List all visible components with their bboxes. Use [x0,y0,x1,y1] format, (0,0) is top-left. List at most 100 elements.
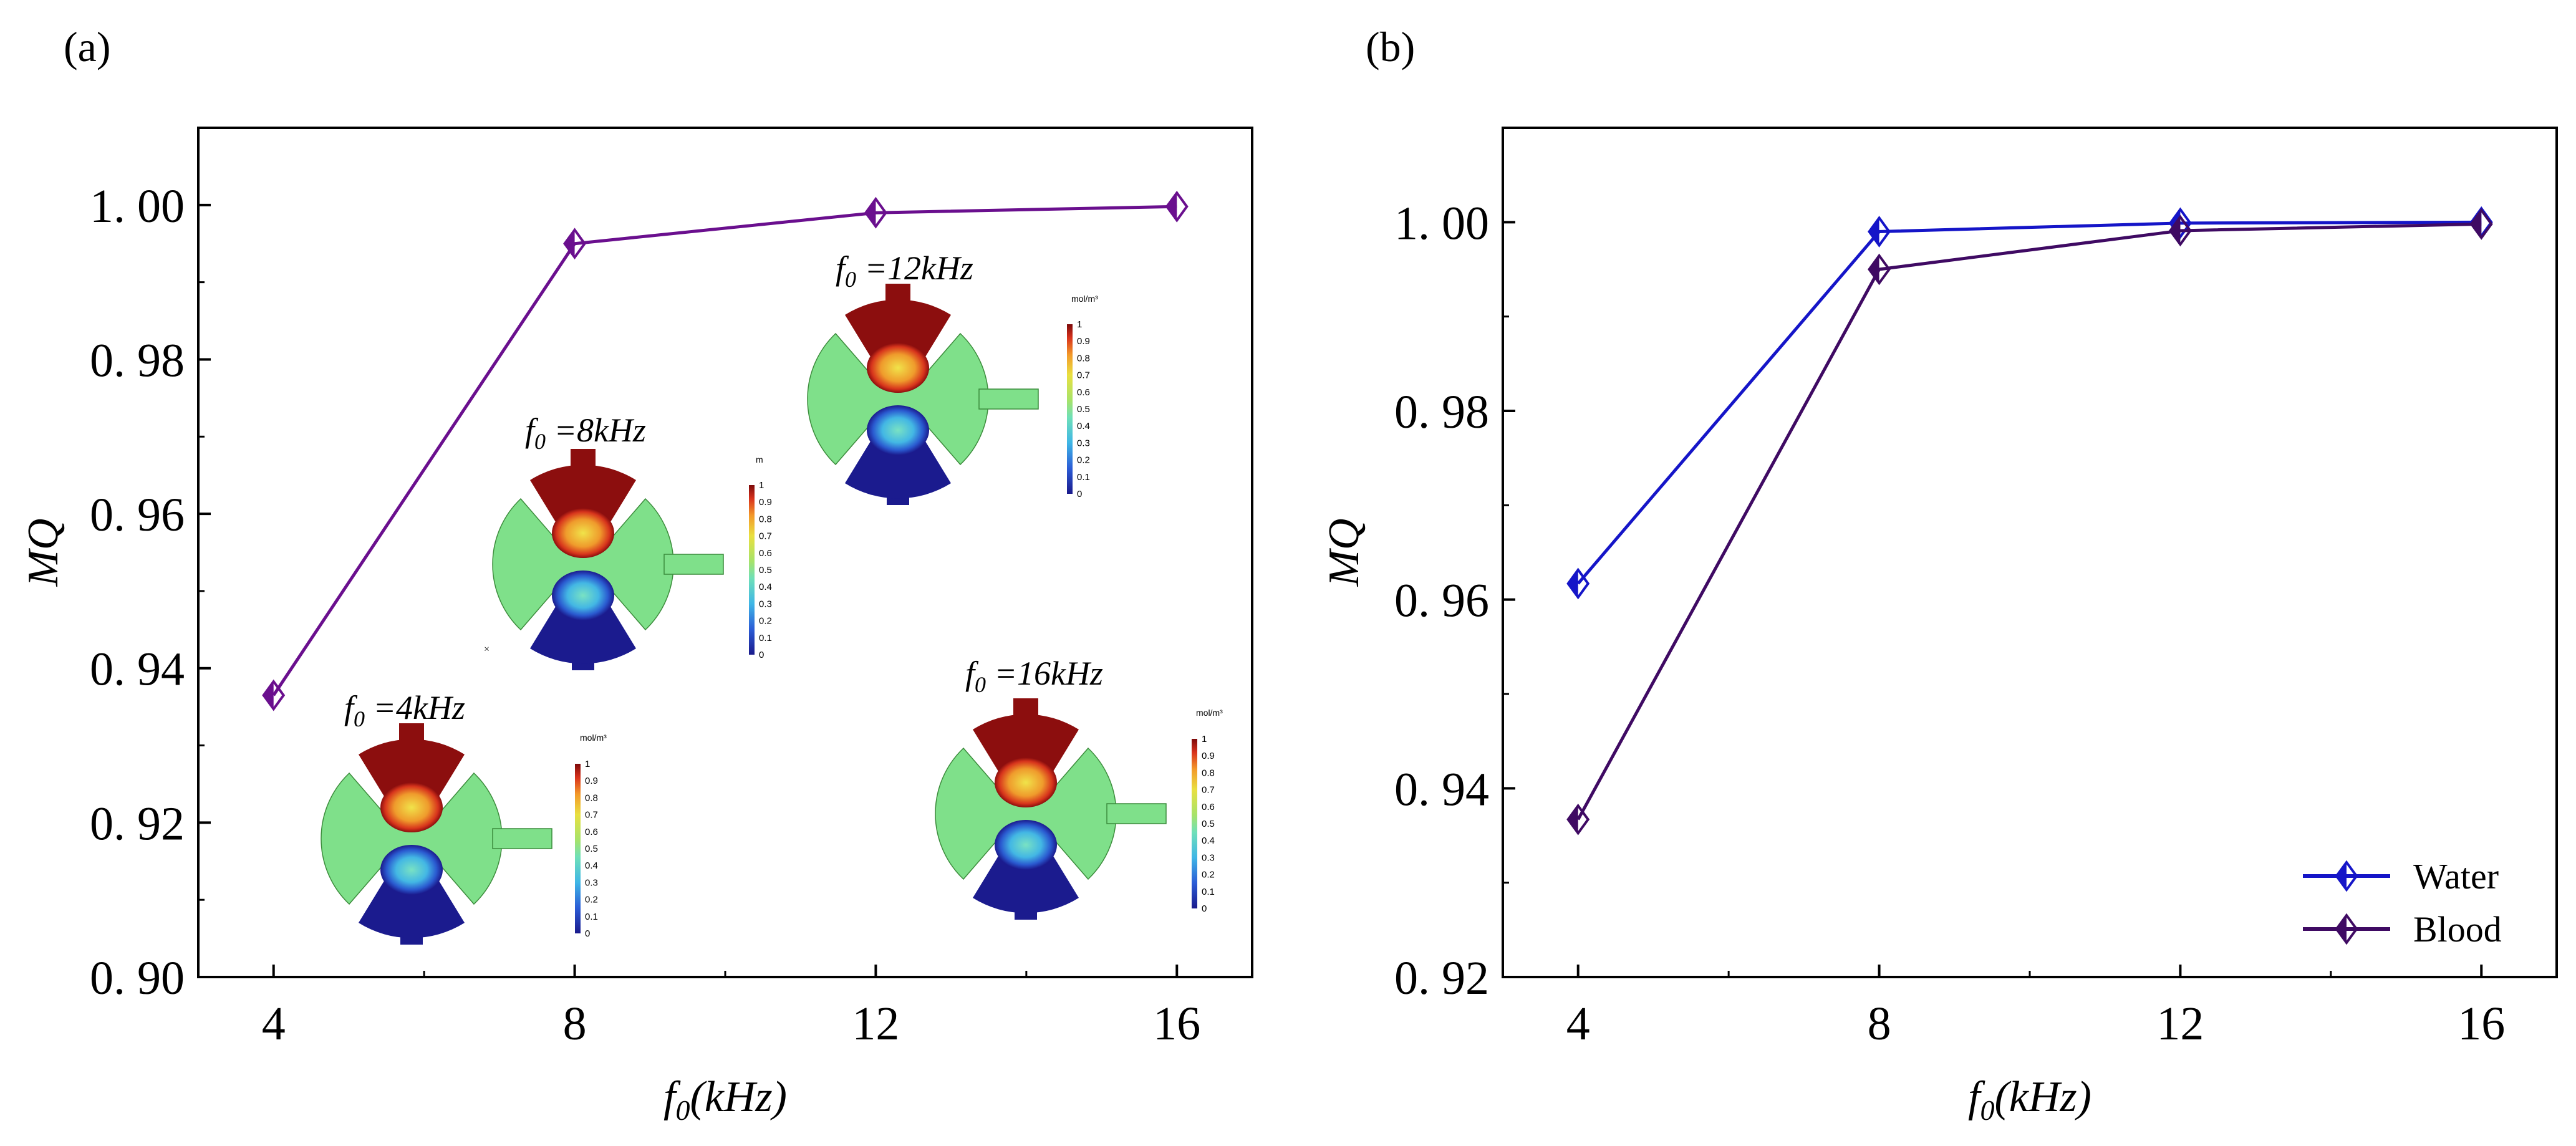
colorbar-tick-label: 0.7 [1202,785,1215,796]
x-tick-label: 16 [1153,998,1200,1050]
colorbar-tick-label: 0.5 [759,565,772,575]
colorbar-tick-label: 0.6 [585,827,598,837]
x-tick-label: 8 [1868,998,1891,1050]
data-point-mq-12 [864,196,887,229]
colorbar-tick-label: 0.8 [1077,353,1090,364]
y-tick-label: 0. 92 [90,797,185,850]
panel-a-chart: 4 8 12 16 0. 90 0. 92 0. 94 0. 96 0. 98 1. 00 mo… [19,127,1253,1126]
y-axis-label-a: MQ [19,519,67,587]
legend-label-water: Water [2413,856,2499,897]
colorbar-tick-label: 0.5 [1202,819,1215,829]
colorbar-tick-label: 0.4 [759,582,772,592]
colorbar-tick-label: 0.9 [759,497,772,508]
colorbar-8khz [749,485,755,655]
panel-a-label: (a) [64,23,110,70]
colorbar-tick-label: 0.3 [1077,438,1090,448]
tick-marks-a [198,203,1179,978]
y-tick-label: 0. 98 [1394,386,1489,438]
colorbar-unit-12khz: mol/m³ [1071,294,1098,304]
x-axis-label-b: f0(kHz) [1968,1073,2091,1126]
colorbar-tick-label: 0.5 [585,844,598,854]
colorbar-tick-label: 0 [585,928,590,939]
y-tick-label: 0. 90 [90,952,185,1004]
legend: Water Blood [2303,856,2502,950]
colorbar-tick-label: 0.7 [1077,370,1090,381]
inset-title-12khz: f0 =12kHz [836,249,973,292]
legend-marker-blood [2335,913,2358,945]
colorbar-tick-label: 0.2 [1077,455,1090,466]
colorbar-tick-label: 0.4 [1202,835,1215,846]
y-tick-label: 0. 96 [90,489,185,541]
data-point-blood-8 [1868,253,1891,286]
colorbar-tick-label: 0.9 [585,776,598,786]
inset-title-8khz: f0 =8kHz [525,412,646,454]
series-line-mq [272,205,1177,696]
x-tick-label: 4 [1566,998,1590,1050]
colorbar-tick-label: 0.2 [585,895,598,905]
colorbar-tick-label: 0.1 [759,633,772,643]
colorbar-12khz [1067,324,1073,494]
colorbar-tick-label: 0.6 [1202,802,1215,812]
legend-entry-blood: Blood [2303,909,2502,950]
colorbar-tick-label: 0.7 [585,810,598,821]
x-axis-label-a: f0(kHz) [663,1073,787,1126]
data-point-blood-4 [1566,803,1590,835]
data-point-mq-16 [1165,190,1189,223]
inset-16khz: mol/m³ f0 =16kHz 1 0.9 0.8 0.7 0.6 0.5 0.4 0.3 0… [935,655,1223,920]
data-point-blood-12 [2168,214,2192,247]
data-point-mq-4 [262,679,286,711]
y-tick-label: 1. 00 [1394,197,1489,249]
colorbar-tick-label: 0.1 [1077,472,1090,483]
stray-mark: × [484,644,490,655]
colorbar-tick-label: 0.8 [1202,768,1215,778]
y-tick-label: 0. 94 [90,643,185,696]
legend-label-blood: Blood [2413,909,2502,950]
colorbar-tick-label: 0.1 [585,912,598,922]
x-tick-label: 16 [2458,998,2505,1050]
colorbar-unit-4khz: mol/m³ [580,733,607,743]
colorbar-tick-label: 0.5 [1077,404,1090,415]
colorbar-tick-label: 1 [1077,319,1082,330]
colorbar-tick-label: 1 [759,480,764,491]
inset-title-16khz: f0 =16kHz [965,655,1103,697]
colorbar-tick-label: 0.4 [1077,421,1090,431]
x-tick-label: 12 [852,998,899,1050]
panel-b-chart: 4 8 12 16 0. 92 0. 94 0. 96 0. 98 1. 00 Water B… [1320,127,2558,1126]
colorbar-unit-16khz: mol/m³ [1196,708,1223,718]
data-point-mq-8 [563,228,587,260]
colorbar-tick-label: 0.8 [759,514,772,524]
x-tick-label: 12 [2156,998,2204,1050]
inset-title-4khz: f0 =4kHz [344,689,465,731]
y-tick-label: 1. 00 [90,180,185,233]
colorbar-tick-label: 0.2 [759,616,772,627]
x-tick-label: 4 [262,998,286,1050]
colorbar-unit-8khz: m [756,455,763,465]
colorbar-4khz [575,764,581,933]
colorbar-tick-label: 0.9 [1202,751,1215,761]
data-point-blood-16 [2469,208,2493,240]
plot-frame-b [1502,127,2558,978]
series-line-water [1576,220,2482,585]
legend-marker-water [2335,860,2358,892]
colorbar-tick-label: 0 [759,650,764,660]
colorbar-tick-label: 0.2 [1202,870,1215,880]
colorbar-tick-label: 0.4 [585,860,598,871]
colorbar-tick-label: 0.9 [1077,336,1090,347]
data-point-water-4 [1566,567,1590,600]
tick-marks-b [1503,127,2483,978]
colorbar-tick-label: 0 [1202,903,1207,914]
inset-12khz: mol/m³ f0 =12kHz 1 0.9 0.8 0.7 0.6 0.5 0.4 0.3 0… [807,249,1098,506]
y-tick-label: 0. 96 [1394,575,1489,627]
colorbar-tick-label: 0.8 [585,792,598,803]
colorbar-tick-label: 0.3 [1202,852,1215,863]
colorbar-tick-label: 0.3 [585,877,598,888]
x-tick-label: 8 [563,998,587,1050]
colorbar-tick-label: 0.6 [1077,387,1090,398]
colorbar-tick-label: 0.7 [759,531,772,542]
colorbar-tick-label: 0.6 [759,548,772,559]
legend-entry-water: Water [2303,856,2499,897]
colorbar-tick-label: 0.3 [759,599,772,609]
inset-8khz: m f0 =8kHz 1 0.9 0.8 0.7 0.6 0.5 0.4 0.3 0.2 0.1 0… [484,412,772,671]
colorbar-tick-label: 0.1 [1202,887,1215,897]
